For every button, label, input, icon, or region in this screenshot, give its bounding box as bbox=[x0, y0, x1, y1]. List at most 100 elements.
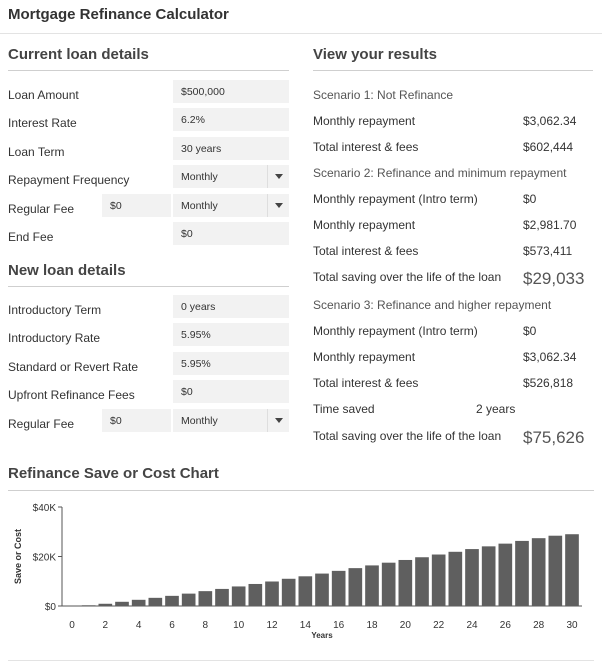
bar bbox=[331, 570, 346, 606]
current-regular-fee-input[interactable]: $0 bbox=[102, 194, 171, 217]
x-tick-label: 24 bbox=[466, 620, 478, 631]
intro-rate-input[interactable]: 5.95% bbox=[173, 323, 289, 346]
scenario1-title: Scenario 1: Not Refinance bbox=[313, 88, 454, 102]
loan-amount-input[interactable]: $500,000 bbox=[173, 80, 289, 103]
scenario3-intro-value: $0 bbox=[523, 324, 537, 338]
end-fee-input[interactable]: $0 bbox=[173, 222, 289, 245]
scenario3-saving-value: $75,626 bbox=[523, 428, 585, 447]
chart-heading: Refinance Save or Cost Chart bbox=[8, 465, 219, 482]
scenario3-time-label: Time saved bbox=[313, 402, 375, 416]
results-divider bbox=[313, 70, 593, 71]
bar bbox=[198, 591, 213, 606]
x-tick-label: 14 bbox=[300, 620, 312, 631]
scenario2-saving-value: $29,033 bbox=[523, 269, 585, 288]
bar bbox=[215, 588, 229, 606]
scenario1-total-value: $602,444 bbox=[523, 140, 574, 154]
y-tick-label: $0 bbox=[45, 602, 57, 613]
bar bbox=[398, 559, 413, 606]
y-axis-title: Save or Cost bbox=[13, 529, 23, 584]
intro-term-label: Introductory Term bbox=[8, 303, 102, 317]
repayment-frequency-label: Repayment Frequency bbox=[8, 173, 130, 187]
x-tick-label: 6 bbox=[169, 620, 175, 631]
current-regular-fee-frequency-value: Monthly bbox=[181, 200, 218, 212]
bar bbox=[565, 534, 579, 606]
chevron-down-icon[interactable] bbox=[267, 194, 289, 217]
new-regular-fee-label: Regular Fee bbox=[8, 417, 75, 431]
x-tick-label: 26 bbox=[500, 620, 512, 631]
scenario1-monthly-value: $3,062.34 bbox=[523, 114, 577, 128]
bar bbox=[148, 597, 163, 606]
x-tick-label: 0 bbox=[69, 620, 75, 631]
current-regular-fee-frequency-select[interactable]: Monthly bbox=[173, 194, 289, 217]
bar bbox=[515, 540, 529, 606]
bottom-divider bbox=[8, 660, 594, 661]
bar bbox=[531, 538, 546, 606]
new-loan-heading: New loan details bbox=[8, 262, 126, 279]
scenario2-intro-label: Monthly repayment (Intro term) bbox=[313, 192, 478, 206]
bar bbox=[181, 593, 196, 606]
revert-rate-input[interactable]: 5.95% bbox=[173, 352, 289, 375]
scenario3-saving-label: Total saving over the life of the loan bbox=[313, 429, 502, 443]
results-heading: View your results bbox=[313, 46, 437, 63]
loan-amount-label: Loan Amount bbox=[8, 88, 79, 102]
x-tick-label: 4 bbox=[136, 620, 142, 631]
x-tick-label: 22 bbox=[433, 620, 445, 631]
bar bbox=[365, 565, 379, 606]
new-regular-fee-input[interactable]: $0 bbox=[102, 409, 171, 432]
bar bbox=[298, 576, 313, 606]
bar bbox=[131, 599, 146, 606]
bar bbox=[81, 605, 96, 606]
x-tick-label: 16 bbox=[333, 620, 345, 631]
x-tick-label: 18 bbox=[366, 620, 378, 631]
scenario2-title: Scenario 2: Refinance and minimum repaym… bbox=[313, 166, 567, 180]
scenario3-time-value: 2 years bbox=[476, 402, 516, 416]
upfront-fees-label: Upfront Refinance Fees bbox=[8, 388, 135, 402]
x-tick-label: 2 bbox=[103, 620, 109, 631]
bar bbox=[548, 535, 563, 606]
intro-term-input[interactable]: 0 years bbox=[173, 295, 289, 318]
new-regular-fee-frequency-select[interactable]: Monthly bbox=[173, 409, 289, 432]
app-title: Mortgage Refinance Calculator bbox=[8, 6, 229, 23]
scenario3-monthly-label: Monthly repayment bbox=[313, 350, 416, 364]
chevron-down-icon[interactable] bbox=[267, 165, 289, 188]
x-tick-label: 28 bbox=[533, 620, 545, 631]
bar bbox=[381, 562, 396, 606]
chart-divider bbox=[8, 490, 594, 491]
interest-rate-input[interactable]: 6.2% bbox=[173, 108, 289, 131]
bar bbox=[448, 551, 463, 606]
bar bbox=[281, 578, 296, 606]
scenario3-intro-label: Monthly repayment (Intro term) bbox=[313, 324, 478, 338]
bar bbox=[348, 568, 363, 606]
current-regular-fee-label: Regular Fee bbox=[8, 202, 75, 216]
loan-term-input[interactable]: 30 years bbox=[173, 137, 289, 160]
interest-rate-label: Interest Rate bbox=[8, 116, 77, 130]
loan-term-label: Loan Term bbox=[8, 145, 65, 159]
scenario3-total-value: $526,818 bbox=[523, 376, 574, 390]
bar bbox=[315, 573, 329, 606]
scenario3-monthly-value: $3,062.34 bbox=[523, 350, 577, 364]
bar bbox=[165, 595, 179, 606]
bar bbox=[265, 581, 279, 606]
bar bbox=[431, 554, 446, 606]
bar bbox=[481, 546, 496, 606]
repayment-frequency-select[interactable]: Monthly bbox=[173, 165, 289, 188]
scenario2-total-label: Total interest & fees bbox=[313, 244, 419, 258]
bar bbox=[465, 549, 479, 606]
bar bbox=[98, 603, 113, 606]
current-loan-heading: Current loan details bbox=[8, 46, 149, 63]
upfront-fees-input[interactable]: $0 bbox=[173, 380, 289, 403]
end-fee-label: End Fee bbox=[8, 230, 54, 244]
bar bbox=[231, 586, 246, 606]
x-tick-label: 10 bbox=[233, 620, 245, 631]
x-axis-title: Years bbox=[311, 631, 333, 640]
chevron-down-icon[interactable] bbox=[267, 409, 289, 432]
bar bbox=[415, 557, 429, 606]
title-divider bbox=[0, 33, 602, 34]
y-tick-label: $40K bbox=[33, 503, 57, 514]
bar bbox=[498, 543, 513, 606]
scenario1-monthly-label: Monthly repayment bbox=[313, 114, 416, 128]
new-regular-fee-frequency-value: Monthly bbox=[181, 415, 218, 427]
repayment-frequency-value: Monthly bbox=[181, 171, 218, 183]
x-tick-label: 20 bbox=[400, 620, 412, 631]
